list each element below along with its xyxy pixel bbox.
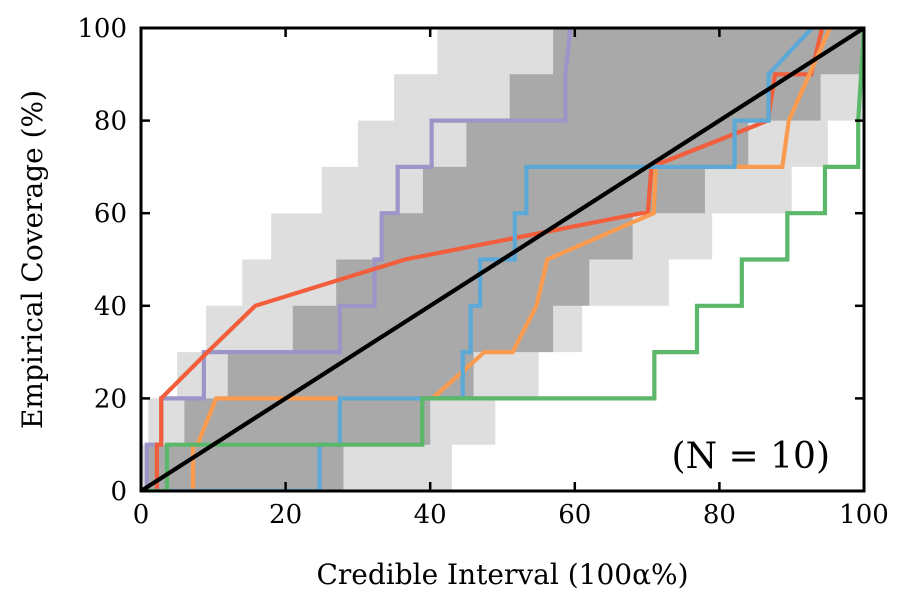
y-tick-label: 40 (94, 292, 127, 322)
reference-diagonal (139, 26, 866, 493)
plot-frame (139, 26, 866, 493)
x-tick-label: 0 (133, 500, 150, 530)
x-tick-label: 80 (703, 500, 736, 530)
sample-size-annotation: (N = 10) (672, 436, 830, 477)
y-axis-title: Empirical Coverage (%) (16, 90, 49, 429)
series-line-4 (141, 28, 814, 491)
series-line-2 (141, 28, 825, 491)
x-tick-label: 60 (558, 500, 591, 530)
reference-line (139, 26, 866, 493)
y-tick-label: 0 (110, 477, 127, 507)
axis-ticks (139, 26, 866, 493)
y-tick-label: 20 (94, 384, 127, 414)
x-tick-labels: 0 20 40 60 80 100 (133, 500, 889, 530)
y-tick-label: 100 (77, 14, 127, 44)
y-tick-labels: 0 20 40 60 80 100 (77, 14, 127, 507)
x-tick-label: 100 (839, 500, 889, 530)
y-tick-label: 60 (94, 199, 127, 229)
y-tick-label: 80 (94, 107, 127, 137)
x-tick-label: 40 (414, 500, 447, 530)
x-axis-title: Credible Interval (100α%) (316, 558, 688, 591)
x-tick-label: 20 (269, 500, 302, 530)
